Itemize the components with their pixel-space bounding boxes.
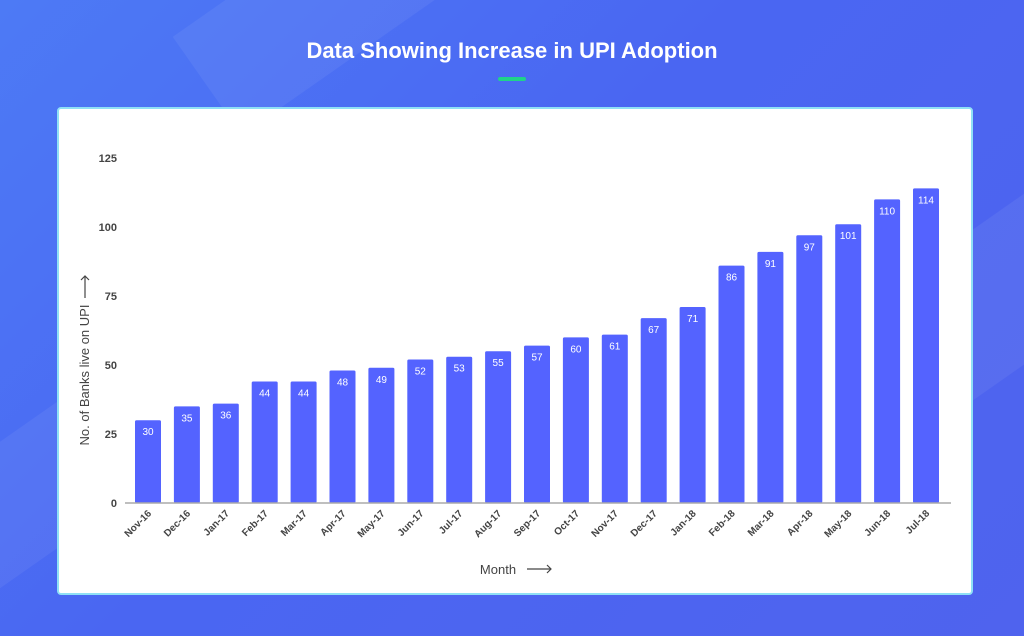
bar-value-label: 48 [337, 378, 349, 389]
bar [173, 406, 200, 503]
bar-value-label: 49 [376, 375, 388, 386]
bar [485, 351, 512, 503]
bar-value-label: 52 [415, 366, 427, 377]
x-tick-label: Feb-18 [707, 508, 738, 539]
bar-value-label: 86 [726, 273, 738, 284]
bar [835, 224, 862, 504]
bar [368, 367, 395, 503]
bar [796, 235, 823, 503]
title-underline [498, 77, 526, 81]
x-tick-label: Jan-17 [202, 508, 232, 538]
bar-value-label: 55 [493, 358, 505, 369]
x-tick-label: Oct-17 [552, 508, 582, 538]
x-tick-label: Jul-18 [904, 508, 933, 537]
x-tick-label: Nov-16 [123, 508, 155, 540]
bar-value-label: 57 [531, 353, 543, 364]
y-tick-label: 75 [105, 291, 117, 303]
x-tick-label: May-17 [356, 508, 388, 540]
bar-value-label: 35 [181, 413, 193, 424]
bar [135, 420, 161, 503]
bar-value-label: 71 [687, 314, 699, 325]
bar [757, 251, 784, 503]
x-tick-label: Jun-17 [396, 508, 427, 539]
bar [601, 334, 628, 503]
bar [640, 318, 667, 503]
x-tick-label: Jun-18 [863, 508, 894, 539]
x-tick-label: May-18 [823, 508, 855, 540]
bar-value-label: 60 [570, 344, 582, 355]
y-tick-label: 125 [99, 153, 117, 165]
bar-value-label: 44 [298, 389, 310, 400]
bar [329, 370, 356, 503]
bar-value-label: 44 [259, 389, 271, 400]
y-tick-label: 25 [105, 429, 117, 441]
bar [251, 381, 278, 503]
bar [679, 307, 706, 503]
bar-value-label: 110 [879, 206, 895, 217]
bar [524, 345, 550, 503]
y-tick-label: 100 [99, 222, 117, 234]
x-axis-arrow-icon [527, 564, 552, 574]
bar [407, 359, 434, 503]
bar-value-label: 36 [220, 411, 232, 422]
bar [718, 265, 745, 503]
x-tick-label: Jan-18 [669, 508, 699, 538]
page-title: Data Showing Increase in UPI Adoption [306, 38, 718, 63]
bar [446, 356, 473, 503]
y-axis-arrow-icon [80, 275, 90, 298]
bar-value-label: 101 [840, 231, 857, 242]
bar-value-label: 61 [609, 342, 621, 353]
bar-value-label: 53 [454, 364, 466, 375]
bar-value-label: 67 [648, 325, 660, 336]
bar-value-label: 91 [765, 259, 777, 270]
x-tick-label: Mar-17 [279, 508, 310, 539]
bar-value-label: 114 [918, 195, 934, 206]
bar [913, 188, 939, 504]
x-tick-label: Jul-17 [437, 508, 466, 537]
y-axis-label: No. of Banks live on UPI [77, 305, 92, 446]
x-tick-label: Apr-18 [785, 508, 815, 538]
bar-value-label: 97 [804, 242, 816, 253]
x-tick-label: Apr-17 [318, 508, 348, 538]
bar [562, 337, 589, 503]
bar [290, 381, 317, 503]
x-tick-label: Aug-17 [472, 508, 504, 540]
y-tick-label: 50 [105, 360, 117, 372]
x-tick-label: Sep-17 [512, 508, 543, 539]
x-tick-label: Feb-17 [240, 508, 271, 539]
bar [212, 403, 239, 503]
x-tick-label: Dec-16 [162, 508, 193, 539]
bar-value-label: 30 [142, 427, 154, 438]
x-tick-label: Nov-17 [590, 508, 622, 540]
x-tick-label: Mar-18 [746, 508, 777, 539]
y-tick-label: 0 [111, 498, 117, 510]
x-tick-label: Dec-17 [629, 508, 660, 539]
bar [874, 199, 901, 503]
x-axis-label: Month [480, 562, 516, 577]
